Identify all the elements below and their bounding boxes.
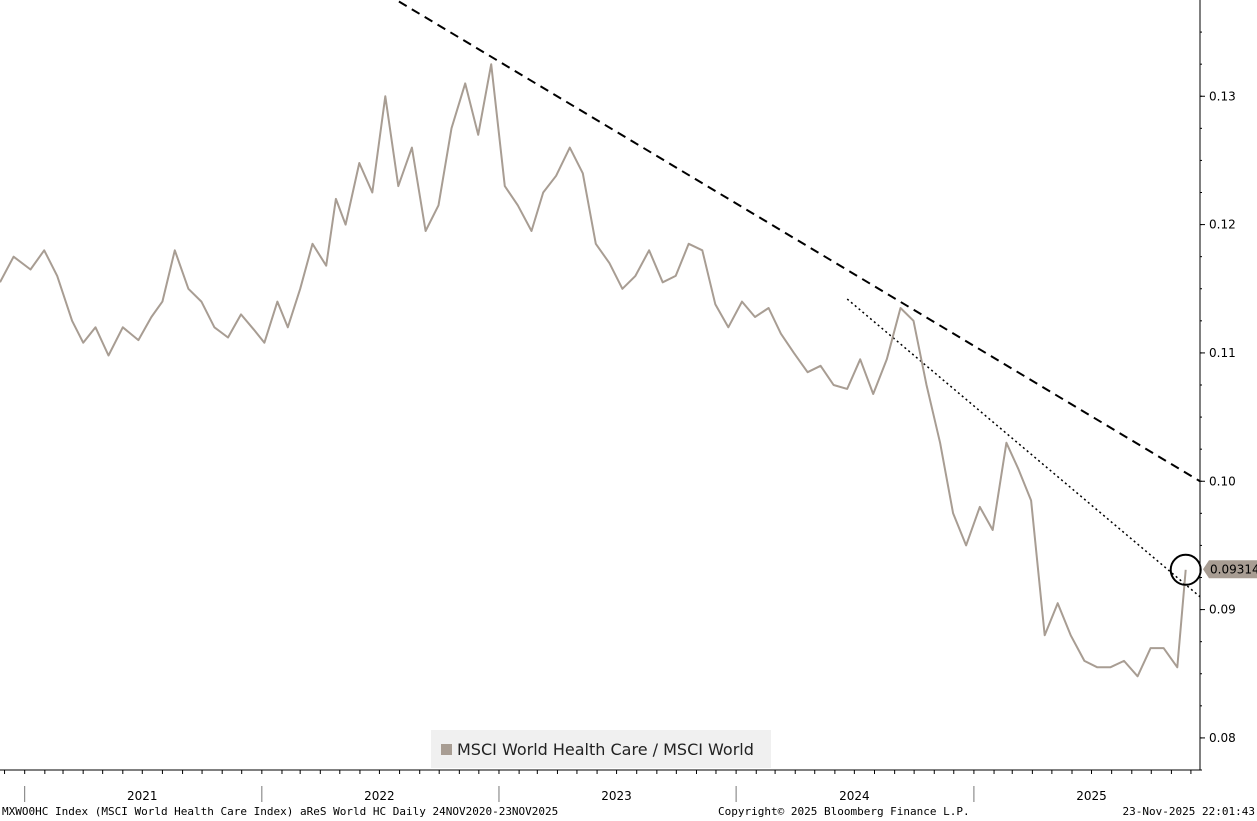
y-tick-label: 0.10 — [1209, 474, 1236, 488]
y-tick-label: 0.09 — [1209, 603, 1236, 617]
legend-label: MSCI World Health Care / MSCI World — [457, 739, 754, 759]
x-tick-label: 2024 — [839, 789, 870, 803]
footer-copyright: Copyright© 2025 Bloomberg Finance L.P. — [718, 805, 970, 818]
x-tick-label: 2022 — [364, 789, 395, 803]
trendlines — [394, 0, 1201, 598]
dotted-trendline — [846, 298, 1201, 598]
legend-swatch — [441, 743, 452, 755]
y-tick-label: 0.12 — [1209, 218, 1236, 232]
last-value-tag — [1203, 560, 1257, 579]
y-tick-label: 0.11 — [1209, 346, 1236, 360]
series-line — [0, 63, 1187, 678]
series-layer — [0, 63, 1187, 678]
markers: 0.09314 — [1169, 553, 1257, 586]
x-tick-label: 2025 — [1076, 789, 1107, 803]
footer-source: MXWO0HC Index (MSCI World Health Care In… — [2, 805, 559, 818]
y-tick-label: 0.08 — [1209, 731, 1236, 745]
chart-axes: 0.08 0.09 0.10 0.11 0.12 0.13 2021 2022 2023 2024… — [0, 0, 1236, 803]
highlight-circle — [1169, 553, 1202, 586]
dashed-trendline — [394, 0, 1201, 483]
last-value-label: 0.09314 — [1210, 562, 1257, 576]
legend: MSCI World Health Care / MSCI World — [431, 730, 771, 768]
x-tick-label: 2021 — [127, 789, 158, 803]
x-tick-label: 2023 — [601, 789, 632, 803]
footer-timestamp: 23-Nov-2025 22:01:43 — [1122, 805, 1255, 818]
y-tick-label: 0.13 — [1209, 89, 1236, 103]
